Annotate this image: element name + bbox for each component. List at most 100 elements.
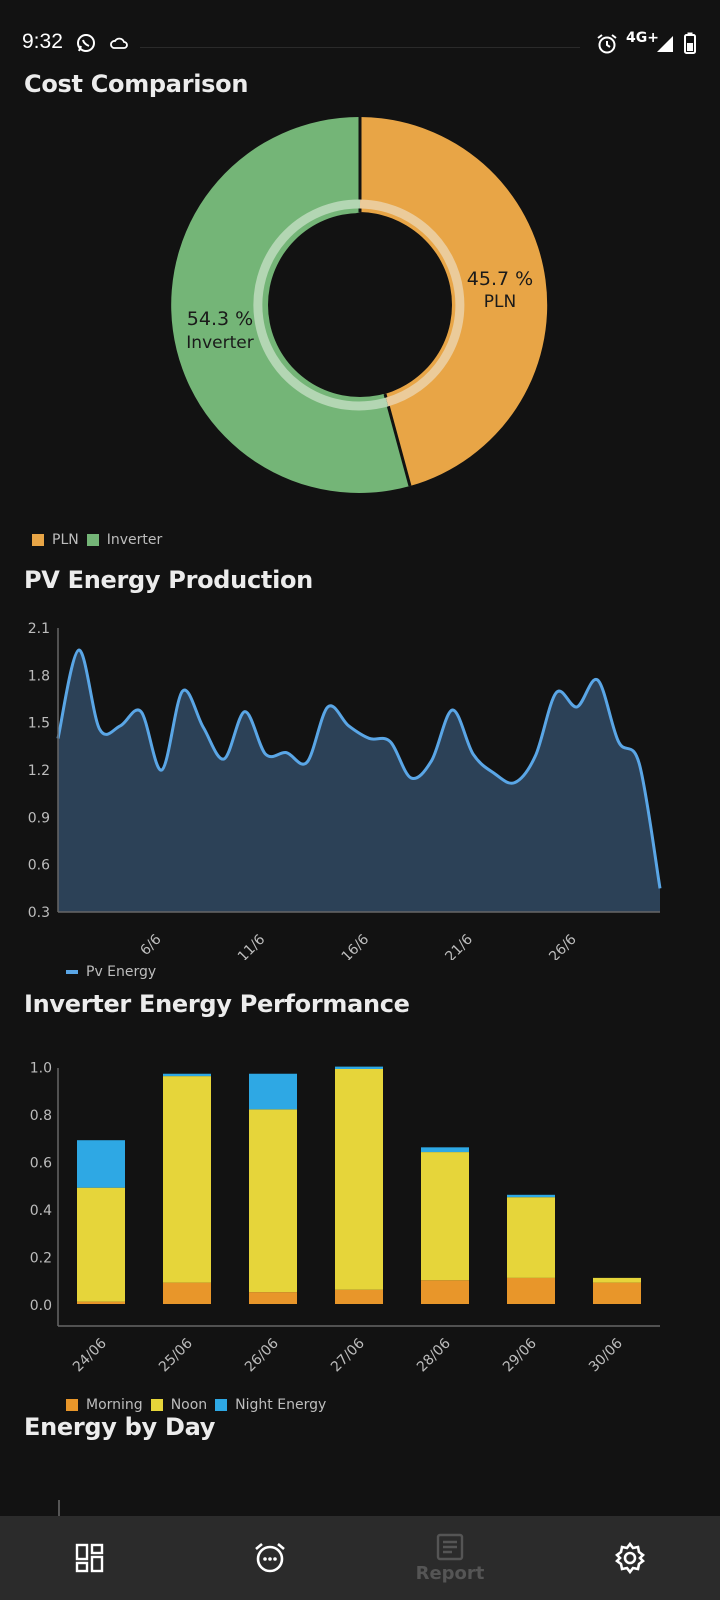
status-bar: 9:32 4G+ [0,0,720,80]
bar-segment-noon [421,1152,469,1281]
status-time: 9:32 [22,30,63,53]
battery-icon [684,32,696,54]
pv-area-chart[interactable]: 0.3 0.6 0.9 1.2 1.5 1.8 2.1 6/6 11/6 16/6 21/6 26/6 [0,600,720,960]
bar-segment-morning [593,1282,641,1304]
bar-segment-night [163,1073,211,1077]
x-tick-label: 28/06 [414,1335,454,1375]
nav-report-label: Report [415,1562,485,1584]
report-icon [436,1533,464,1560]
x-tick-label: 26/6 [546,931,580,960]
signal-icon [657,36,673,52]
legend-swatch [86,534,99,546]
legend-item-pln: PLN [32,532,79,548]
legend-swatch [215,1399,228,1411]
pln-percent-label: 45.7 % [467,268,533,290]
bar-segment-night [249,1073,297,1110]
bar-segment-noon [249,1109,297,1293]
status-divider [140,47,580,48]
bar-segment-night [335,1066,383,1069]
cloud-icon [110,37,128,49]
alarm-icon [255,1543,285,1573]
energy-by-day-title: Energy by Day [24,1413,216,1441]
bar-segment-morning [421,1280,469,1304]
bottom-navigation: Report [0,1516,720,1600]
bar-segment-morning [249,1292,297,1304]
nav-dashboard[interactable] [0,1516,180,1600]
bar-segment-morning [77,1301,125,1304]
inverter-slice-label: Inverter [186,333,253,353]
legend-item-pv-energy: Pv Energy [66,964,156,980]
y-tick-label: 0.6 [28,858,50,874]
inner-ring-inverter [253,199,389,411]
bar-segment-morning [335,1289,383,1304]
pln-slice-label: PLN [484,292,516,312]
alarm-icon [597,34,617,54]
bar-segment-night [507,1194,555,1198]
legend-label: Morning [86,1397,143,1413]
cost-comparison-title: Cost Comparison [24,70,249,98]
inner-ring-pln [359,199,465,407]
y-tick-label: 1.0 [30,1061,52,1077]
y-tick-label: 1.5 [28,716,50,732]
x-tick-label: 6/6 [137,931,164,958]
pv-energy-line [56,648,662,889]
y-tick-label: 1.8 [28,668,50,684]
legend-item-inverter: Inverter [86,532,162,548]
pv-energy-area [58,650,660,912]
legend-label: Noon [170,1397,208,1413]
inverter-bar-chart[interactable]: 0.0 0.2 0.4 0.6 0.8 1.0 24/06 25/06 26/06 27/06 28… [0,1060,720,1390]
cost-legend: PLN Inverter [32,532,170,548]
legend-swatch [150,1399,163,1411]
network-type: 4G+ [626,30,659,46]
x-tick-label: 16/6 [339,931,373,960]
nav-report[interactable]: Report [360,1516,540,1600]
bar-segment-morning [163,1282,211,1304]
y-tick-label: 0.3 [28,905,50,921]
y-tick-label: 0.8 [30,1108,52,1124]
legend-label: Night Energy [235,1397,327,1413]
bar-segment-noon [77,1187,125,1302]
nav-settings[interactable] [540,1516,720,1600]
pv-legend: Pv Energy [66,964,164,980]
legend-swatch [32,534,44,546]
legend-label: Pv Energy [86,964,157,980]
inverter-legend: Morning Noon Night Energy [66,1397,334,1413]
dashboard-icon [75,1543,104,1573]
nav-alarm[interactable] [180,1516,360,1600]
energy-day-axis [58,1500,60,1516]
bar-segment-night [421,1147,469,1153]
y-tick-label: 1.2 [28,763,50,779]
bar-segment-noon [335,1068,383,1290]
inverter-percent-label: 54.3 % [187,308,253,330]
bar-segment-noon [507,1197,555,1278]
y-tick-label: 0.4 [30,1203,52,1219]
y-tick-label: 0.2 [30,1251,52,1267]
whatsapp-icon [77,34,95,52]
y-tick-label: 0.6 [30,1156,52,1172]
cost-donut-chart: 45.7 % PLN 54.3 % Inverter [171,116,548,493]
y-tick-label: 0.9 [28,810,50,826]
inverter-performance-title: Inverter Energy Performance [24,990,410,1018]
x-tick-label: 29/06 [500,1335,540,1375]
bar-segment-morning [507,1277,555,1304]
legend-item-night: Night Energy [215,1397,326,1413]
legend-item-noon: Noon [150,1397,208,1413]
x-tick-label: 21/6 [442,931,476,960]
legend-swatch [66,1399,78,1411]
bar-segment-night [77,1140,125,1188]
x-tick-label: 27/06 [328,1335,368,1375]
legend-label: PLN [52,532,79,548]
y-tick-label: 0.0 [30,1298,52,1314]
bar-segment-noon [593,1277,641,1283]
legend-item-morning: Morning [66,1397,143,1413]
x-tick-label: 25/06 [156,1335,196,1375]
x-tick-label: 11/6 [235,931,269,960]
bar-segment-noon [163,1076,211,1283]
x-tick-label: 30/06 [586,1335,626,1375]
x-tick-label: 24/06 [70,1335,110,1375]
y-tick-label: 2.1 [28,621,50,637]
legend-swatch [66,970,78,974]
pv-production-title: PV Energy Production [24,566,313,594]
x-tick-label: 26/06 [242,1335,282,1375]
settings-icon [615,1541,645,1575]
